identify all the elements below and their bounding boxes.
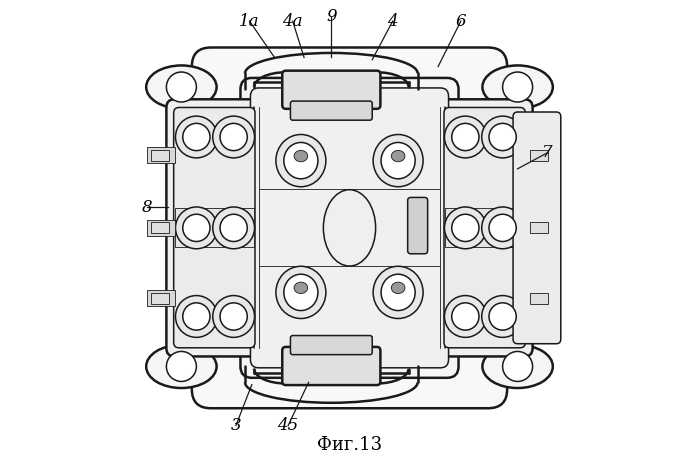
Ellipse shape <box>482 345 553 388</box>
Bar <box>151 150 169 160</box>
Bar <box>524 290 552 307</box>
Circle shape <box>503 72 533 102</box>
Ellipse shape <box>182 123 210 151</box>
Text: 9: 9 <box>326 8 337 25</box>
Ellipse shape <box>445 296 487 337</box>
Ellipse shape <box>146 65 217 109</box>
Bar <box>151 293 169 304</box>
Bar <box>147 290 175 307</box>
Text: 4а: 4а <box>282 13 303 30</box>
FancyBboxPatch shape <box>444 107 526 348</box>
Ellipse shape <box>294 282 308 293</box>
Ellipse shape <box>482 207 524 249</box>
FancyBboxPatch shape <box>408 197 428 254</box>
FancyBboxPatch shape <box>282 71 380 109</box>
Ellipse shape <box>381 274 415 311</box>
Bar <box>147 220 175 236</box>
FancyBboxPatch shape <box>290 335 373 355</box>
FancyBboxPatch shape <box>437 99 533 356</box>
Bar <box>151 223 169 234</box>
Ellipse shape <box>391 150 405 162</box>
Ellipse shape <box>324 190 375 266</box>
Ellipse shape <box>220 303 247 330</box>
Circle shape <box>166 351 196 382</box>
FancyBboxPatch shape <box>250 88 449 368</box>
Ellipse shape <box>489 303 517 330</box>
Ellipse shape <box>212 116 254 158</box>
FancyBboxPatch shape <box>173 107 255 348</box>
Bar <box>530 150 548 160</box>
Ellipse shape <box>445 207 487 249</box>
Ellipse shape <box>489 214 517 241</box>
Ellipse shape <box>294 150 308 162</box>
FancyBboxPatch shape <box>290 101 373 120</box>
Ellipse shape <box>452 123 479 151</box>
Ellipse shape <box>482 296 524 337</box>
FancyBboxPatch shape <box>282 347 380 385</box>
Ellipse shape <box>212 296 254 337</box>
Ellipse shape <box>276 266 326 319</box>
FancyBboxPatch shape <box>166 99 262 356</box>
Ellipse shape <box>175 296 217 337</box>
Ellipse shape <box>284 143 318 179</box>
Ellipse shape <box>182 214 210 241</box>
Text: 6: 6 <box>456 13 466 30</box>
Ellipse shape <box>276 134 326 187</box>
Ellipse shape <box>373 134 423 187</box>
Ellipse shape <box>482 116 524 158</box>
Ellipse shape <box>489 123 517 151</box>
FancyBboxPatch shape <box>240 78 459 378</box>
Bar <box>445 208 524 247</box>
Ellipse shape <box>175 116 217 158</box>
Circle shape <box>503 351 533 382</box>
Bar <box>147 147 175 163</box>
Text: 8: 8 <box>142 199 152 216</box>
Ellipse shape <box>373 266 423 319</box>
Bar <box>524 220 552 236</box>
Ellipse shape <box>452 214 479 241</box>
Text: 7: 7 <box>542 144 552 161</box>
Ellipse shape <box>220 123 247 151</box>
Ellipse shape <box>391 282 405 293</box>
Bar <box>530 293 548 304</box>
Ellipse shape <box>445 116 487 158</box>
Ellipse shape <box>182 303 210 330</box>
Bar <box>524 147 552 163</box>
Ellipse shape <box>175 207 217 249</box>
Ellipse shape <box>482 65 553 109</box>
FancyBboxPatch shape <box>192 48 507 408</box>
Ellipse shape <box>212 207 254 249</box>
Circle shape <box>166 72 196 102</box>
Text: 3: 3 <box>231 417 241 434</box>
Bar <box>175 208 254 247</box>
Text: 4: 4 <box>387 13 398 30</box>
Ellipse shape <box>381 143 415 179</box>
Ellipse shape <box>220 214 247 241</box>
Ellipse shape <box>452 303 479 330</box>
Bar <box>530 223 548 234</box>
Text: 45: 45 <box>278 417 298 434</box>
FancyBboxPatch shape <box>513 112 561 344</box>
Ellipse shape <box>284 274 318 311</box>
Ellipse shape <box>146 345 217 388</box>
Text: 1а: 1а <box>239 13 260 30</box>
Text: Фиг.13: Фиг.13 <box>317 436 382 454</box>
